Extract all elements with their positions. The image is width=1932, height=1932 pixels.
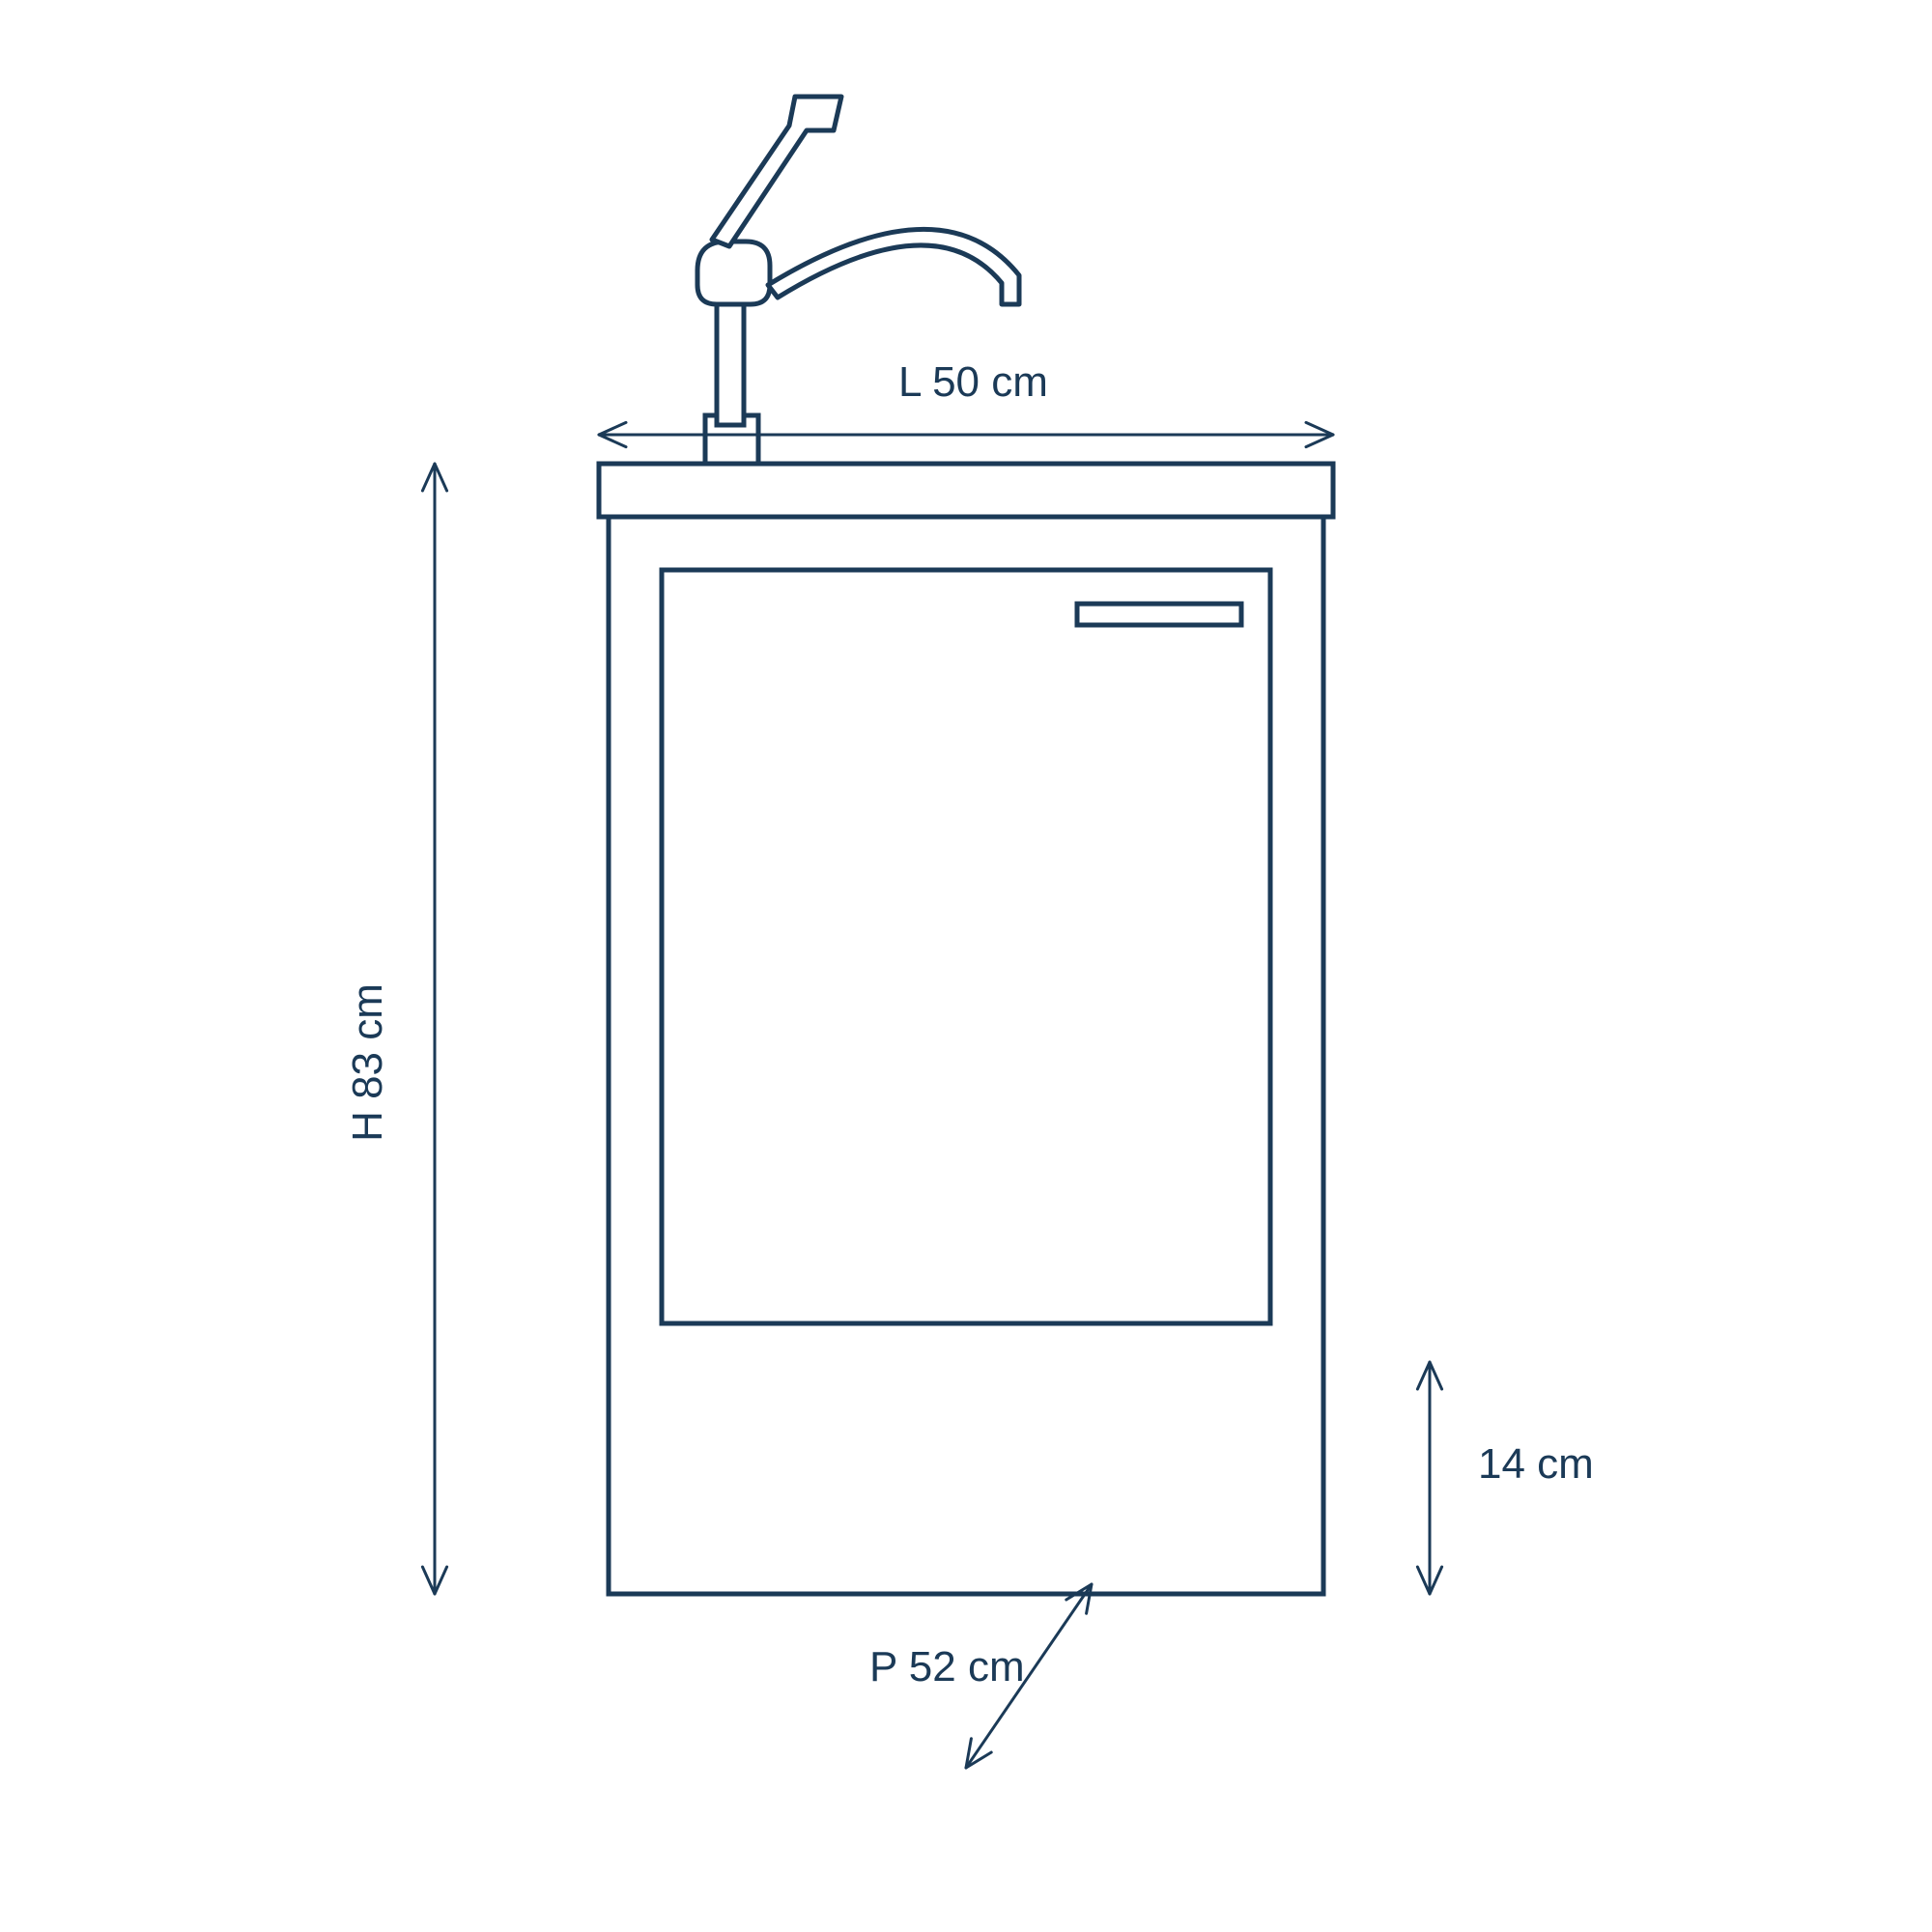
dim-label-height: H 83 cm xyxy=(344,983,391,1142)
cabinet-door xyxy=(662,570,1270,1323)
countertop xyxy=(599,464,1333,517)
dim-line-height xyxy=(422,464,446,1594)
faucet-icon xyxy=(697,97,1019,464)
dim-label-width: L 50 cm xyxy=(898,358,1048,406)
sink-cabinet-dimension-diagram: L 50 cm H 83 cm 14 cm P 52 cm xyxy=(0,0,1932,1932)
dim-label-plinth: 14 cm xyxy=(1478,1440,1594,1488)
dim-line-plinth xyxy=(1417,1362,1441,1594)
door-handle xyxy=(1077,604,1241,625)
cabinet-body xyxy=(609,517,1323,1594)
dim-label-depth: P 52 cm xyxy=(869,1643,1025,1690)
